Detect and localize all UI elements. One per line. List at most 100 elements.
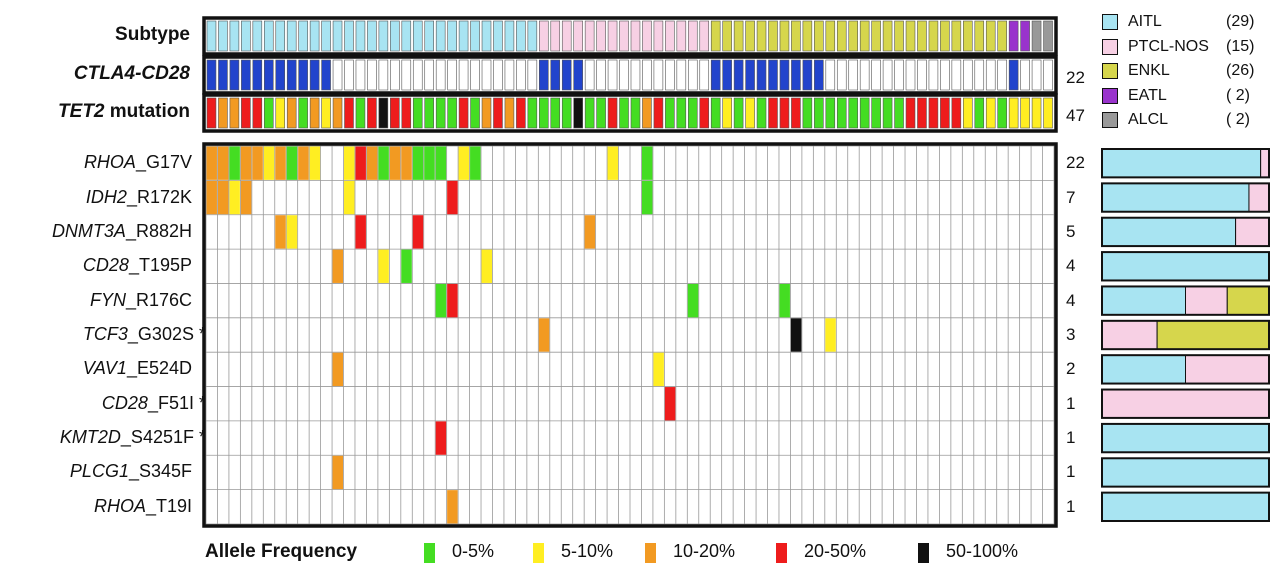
subtype-cell	[481, 20, 492, 52]
ctla4-cell	[825, 59, 836, 91]
tet2-cell	[596, 97, 606, 129]
gene-name: IDH2	[85, 186, 127, 207]
subtype-dist-segment	[1101, 217, 1237, 247]
tet2-cell	[424, 97, 434, 129]
tet2-cell	[642, 97, 652, 129]
gene-name: VAV1	[82, 358, 127, 379]
ctla4-cell	[286, 59, 297, 91]
subtype-cell	[263, 20, 274, 52]
subtype-cell	[424, 20, 434, 52]
tet2-cell	[905, 97, 916, 129]
mutation-cell	[378, 146, 389, 180]
mutation-cell	[412, 146, 424, 180]
subtype-cell	[802, 20, 813, 52]
subtype-cell	[722, 20, 732, 52]
ctla4-cell	[596, 59, 606, 91]
mutation-cell	[355, 146, 366, 180]
subtype-row-label: Subtype	[115, 24, 190, 45]
variant-name: _G17V	[135, 152, 192, 173]
ctla4-cell	[802, 59, 813, 91]
tet2-cell	[733, 97, 744, 129]
subtype-dist-segment	[1101, 492, 1270, 522]
subtype-legend-count: (29)	[1226, 13, 1255, 30]
ctla4-cell	[573, 59, 583, 91]
ctla4-cell	[756, 59, 767, 91]
ctla4-cell	[768, 59, 778, 91]
subtype-row-border	[202, 16, 1058, 56]
subtype-cell	[882, 20, 893, 52]
subtype-cell	[321, 20, 331, 52]
ctla4-cell	[653, 59, 664, 91]
ctla4-cell	[791, 59, 801, 91]
ctla4-cell	[229, 59, 240, 91]
subtype-legend-count: (15)	[1226, 37, 1255, 55]
mutation-cell	[470, 146, 481, 180]
allele-frequency-label: 50-100%	[946, 541, 1019, 561]
subtype-legend-label: ALCL	[1128, 111, 1169, 128]
tet2-cell	[745, 97, 755, 129]
mutation-cell	[825, 318, 836, 352]
subtype-cell	[630, 20, 641, 52]
mutation-cell	[309, 146, 321, 180]
tet2-cell	[218, 97, 228, 129]
subtype-legend-label: ENKL	[1128, 62, 1170, 79]
ctla4-cell	[321, 59, 331, 91]
ctla4-cell	[710, 59, 721, 91]
tet2-cell	[756, 97, 767, 129]
subtype-legend-count: ( 2)	[1226, 111, 1250, 128]
tet2-row-label: TET2 mutation	[58, 101, 190, 123]
ctla4-cell	[458, 59, 469, 91]
subtype-cell	[355, 20, 366, 52]
variant-name: _T19I	[145, 495, 192, 516]
allele-frequency-swatch	[645, 543, 656, 563]
gene-name: DNMT3A	[51, 220, 126, 241]
variant-name: _R172K	[126, 186, 192, 207]
ctla4-cell	[928, 59, 939, 91]
tet2-cell	[997, 97, 1007, 129]
subtype-cell	[435, 20, 446, 52]
mutation-cell	[641, 180, 653, 215]
tet2-cell	[802, 97, 813, 129]
subtype-cell	[1043, 20, 1053, 52]
tet2-cell	[722, 97, 732, 129]
subtype-cell	[412, 20, 423, 52]
subtype-cell	[836, 20, 847, 52]
ctla4-cell	[733, 59, 744, 91]
mutation-cell	[344, 180, 355, 215]
mutation-cell	[229, 146, 240, 180]
ctla4-cell	[871, 59, 881, 91]
variant-name: _G302S	[127, 324, 194, 344]
allele-frequency-swatch	[533, 543, 544, 563]
tet2-cell	[928, 97, 939, 129]
subtype-cell	[676, 20, 687, 52]
allele-frequency-swatch	[424, 543, 435, 563]
mutation-cell	[332, 352, 344, 387]
variant-name: _S345F	[128, 461, 192, 482]
subtype-cell	[905, 20, 916, 52]
subtype-legend-swatch	[1102, 38, 1118, 55]
ctla4-cell	[206, 59, 217, 91]
ctla4-cell	[699, 59, 710, 91]
ctla4-row-border	[202, 55, 1058, 95]
subtype-cell	[447, 20, 457, 52]
variant-name: _F51I	[147, 392, 194, 413]
ctla4-cell	[584, 59, 595, 91]
ctla4-cell	[252, 59, 263, 91]
subtype-cell	[493, 20, 503, 52]
mutation-cell	[447, 283, 458, 318]
subtype-cell	[779, 20, 790, 52]
ctla4-cell	[367, 59, 377, 91]
ctla4-cell	[516, 59, 526, 91]
tet2-cell	[263, 97, 274, 129]
mutation-cell	[355, 215, 366, 249]
ctla4-cell	[332, 59, 343, 91]
subtype-cell	[561, 20, 572, 52]
subtype-dist-segment	[1101, 354, 1186, 385]
tet2-count: 47	[1066, 106, 1085, 125]
subtype-dist-bar	[1101, 491, 1270, 522]
subtype-cell	[653, 20, 664, 52]
subtype-cell	[825, 20, 836, 52]
tet2-cell	[871, 97, 881, 129]
subtype-legend-label: EATL	[1128, 86, 1167, 104]
